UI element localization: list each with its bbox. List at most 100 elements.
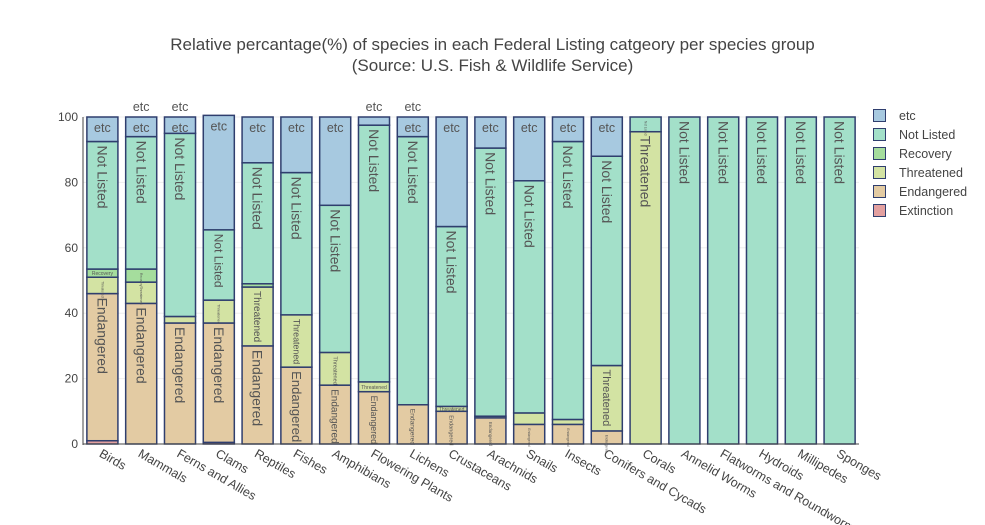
bar-etc[interactable] [551,116,585,143]
bar-label: Not Listed [560,146,576,209]
bar-label: Endangered [95,298,111,374]
bar-etc[interactable] [241,116,274,164]
chart-title: Relative percantage(%) of species in eac… [0,34,985,76]
bar-label: Not Listed [754,121,770,184]
bar-etc[interactable] [86,116,119,143]
y-tick-label: 0 [71,437,78,451]
bar-etc[interactable] [124,116,158,138]
bar-not-listed[interactable] [86,140,119,270]
bar-label: Threatened [139,286,143,304]
bar-not-listed[interactable] [706,116,740,445]
bar-label: Threatened [638,136,654,208]
bar-etc[interactable] [163,116,197,135]
bar-label: etc [404,121,421,135]
bar-not-listed[interactable] [590,155,624,367]
bar-etc[interactable] [512,116,546,182]
bar-label: Endangered [488,422,493,447]
bar-label: etc [172,121,189,135]
outside-bar-label: etc [172,100,189,114]
bar-threatened[interactable] [512,412,546,426]
bar-not-listed[interactable] [318,204,352,354]
bar-label: Not Listed [521,185,537,248]
bar-endangered[interactable] [124,302,158,445]
bar-label: Endangered [172,327,188,403]
legend-item[interactable]: etc [873,106,967,125]
x-tick-label: Fishes [291,446,330,477]
legend-label: Endangered [899,184,968,199]
bar-threatened[interactable] [629,130,662,445]
bar-label: Recovery [139,273,143,287]
bar-label: Not Listed [715,121,731,184]
bar-label: Not Listed [250,167,266,230]
bar-label: etc [482,121,499,135]
bar-label: Recovery [92,271,114,277]
bar-label: etc [560,121,577,135]
bar-label: Not Listed [793,121,809,184]
x-tick-label: Insects [563,446,604,478]
bar-threatened[interactable] [590,364,624,432]
chart-title-line-1: Relative percantage(%) of species in eac… [170,35,815,54]
legend-item[interactable]: Recovery [873,144,967,163]
bar-label: Endangered [408,409,415,446]
bar-label: Not Listed [444,231,460,294]
bar-label: etc [521,121,538,135]
outside-bar-label: etc [366,100,383,114]
legend-swatch [873,128,886,141]
bar-not-listed[interactable] [357,124,391,383]
bar-label: etc [210,119,227,133]
bar-etc[interactable] [396,116,430,138]
bar-label: Endangered [329,389,340,444]
bar-label: Not Listed [327,209,343,272]
legend-item[interactable]: Extinction [873,201,967,220]
legend-item[interactable]: Endangered [873,182,967,201]
bar-label: Not Listed [483,152,499,215]
legend-swatch [873,147,886,160]
bar-not-listed[interactable] [823,116,856,445]
bar-not-listed[interactable] [280,171,313,316]
legend-swatch [873,166,886,179]
bar-not-listed[interactable] [396,135,430,406]
bar-label: Endangered [448,415,454,445]
bar-threatened[interactable] [163,315,197,324]
bar-etc[interactable] [474,116,507,149]
bar-etc[interactable] [590,116,624,157]
y-tick-label: 20 [65,372,79,386]
bar-endangered[interactable] [280,366,313,445]
bar-not-listed[interactable] [745,116,779,445]
bar-label: Endangered [369,396,379,444]
bar-label: Threatened [216,304,221,324]
bar-not-listed[interactable] [124,135,158,270]
legend-label: Not Listed [899,127,956,142]
bar-not-listed[interactable] [784,116,818,445]
bar-label: Threatened [331,356,337,384]
bar-etc[interactable] [435,116,468,228]
bar-etc[interactable] [280,116,313,174]
bar-label: Not Listed [643,121,647,136]
bar-not-listed[interactable] [629,116,662,133]
bar-etc[interactable] [318,116,352,207]
chart-title-line-2: (Source: U.S. Fish & Wildlife Service) [351,56,634,75]
bar-label: etc [249,121,266,135]
x-tick-label: Reptiles [252,446,298,481]
bar-label: Endangered [527,428,531,446]
bar-not-listed[interactable] [435,225,468,408]
legend-swatch [873,204,886,217]
bar-label: Threatened [439,407,465,413]
legend-label: Recovery [899,146,952,161]
bar-label: Threatened [100,281,104,298]
y-tick-label: 80 [65,175,79,189]
bar-not-listed[interactable] [241,162,274,285]
bar-etc[interactable] [357,116,391,126]
bar-threatened[interactable] [241,286,274,347]
bar-endangered[interactable] [202,322,236,444]
bar-label: Threatened [600,370,612,427]
bar-label: Not Listed [289,177,305,240]
legend-item[interactable]: Not Listed [873,125,967,144]
bar-not-listed[interactable] [512,180,546,414]
bar-endangered[interactable] [318,384,352,445]
legend-item[interactable]: Threatened [873,163,967,182]
bar-etc[interactable] [202,114,236,231]
bar-label: Not Listed [133,141,149,204]
bar-endangered[interactable] [86,292,119,442]
y-tick-label: 60 [65,241,79,255]
